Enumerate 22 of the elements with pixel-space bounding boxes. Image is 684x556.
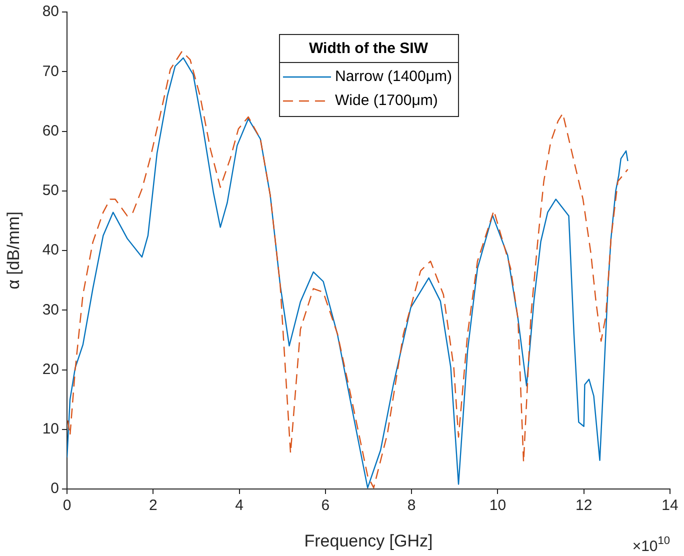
x-tick-label: 14	[662, 497, 678, 514]
legend-title: Width of the SIW	[308, 40, 429, 58]
y-tick-label: 70	[42, 62, 59, 80]
y-tick-label: 30	[42, 301, 59, 318]
x-axis-title: Frequency [GHz]	[304, 531, 433, 550]
y-tick-label: 20	[42, 360, 59, 378]
x-tick-label: 2	[148, 497, 158, 514]
y-tick-label: 80	[42, 3, 59, 20]
x-tick-label: 12	[576, 497, 592, 514]
x-tick-label: 6	[321, 497, 330, 514]
y-tick-label: 40	[42, 242, 59, 259]
y-tick-label: 60	[42, 122, 59, 140]
y-axis-title: α [dB/mm]	[4, 212, 23, 290]
y-tick-label: 0	[50, 480, 59, 498]
y-tick-label: 50	[42, 182, 59, 200]
y-tick-label: 10	[42, 420, 59, 438]
x-tick-label: 4	[235, 497, 244, 514]
legend-label: Wide (1700μm)	[335, 92, 438, 110]
legend-label: Narrow (1400μm)	[335, 68, 452, 86]
x-tick-label: 8	[407, 497, 416, 514]
x-tick-label: 0	[62, 497, 72, 514]
x-tick-label: 10	[489, 497, 506, 514]
